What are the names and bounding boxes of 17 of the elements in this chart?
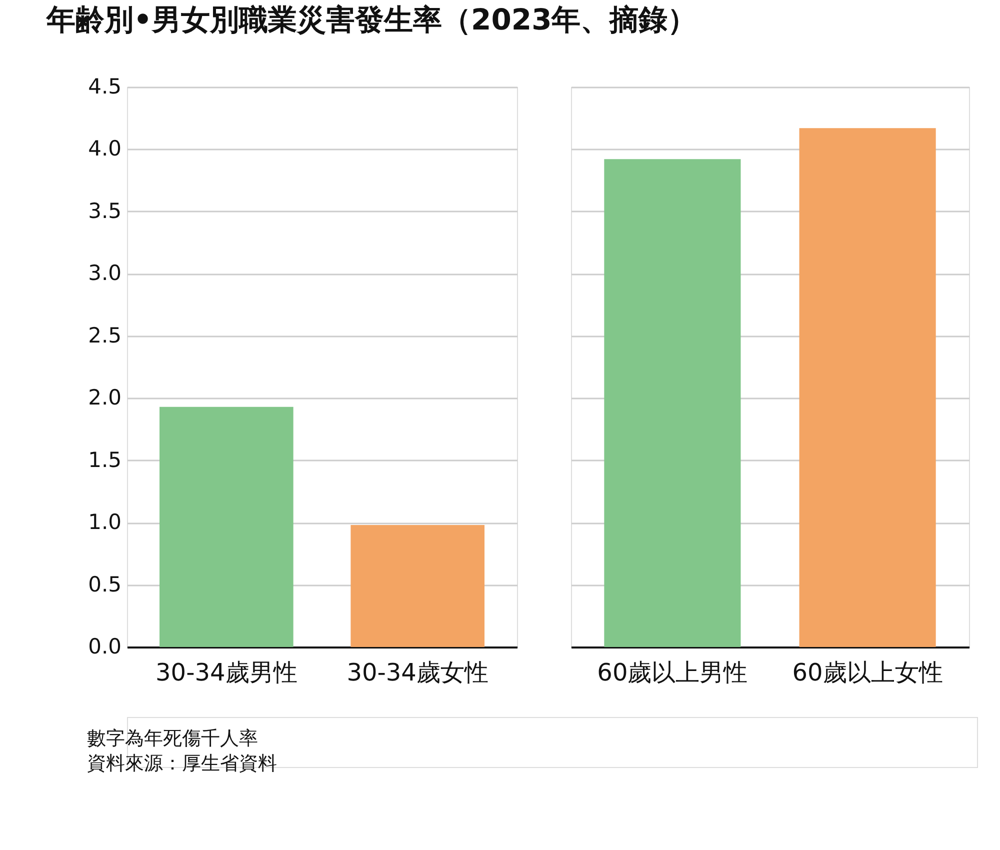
y-tick-label: 0.5 — [88, 572, 122, 596]
y-tick-label: 4.5 — [88, 74, 122, 98]
x-tick-label: 60歲以上男性 — [597, 658, 748, 686]
text: 數字為年死傷千人率 — [87, 728, 258, 750]
chart-title: 年齢別•男女別職業災害發生率（2023年、摘錄） — [46, 2, 697, 36]
x-tick-label: 30-34歲男性 — [156, 658, 298, 686]
x-tick-label: 60歲以上女性 — [792, 658, 943, 686]
y-tick-label: 2.5 — [88, 323, 122, 348]
y-tick-label: 0.0 — [88, 634, 122, 658]
source-note: 資料來源：厚生省資料 — [87, 752, 277, 774]
y-tick-label: 1.5 — [88, 448, 122, 472]
x-tick-label: 30-34歲女性 — [346, 658, 488, 686]
y-tick-label: 1.0 — [88, 510, 122, 534]
y-tick-label: 3.5 — [88, 198, 122, 223]
y-tick-label: 3.0 — [88, 261, 122, 286]
y-tick-label: 2.0 — [88, 386, 122, 410]
y-tick-label: 4.0 — [88, 136, 122, 161]
